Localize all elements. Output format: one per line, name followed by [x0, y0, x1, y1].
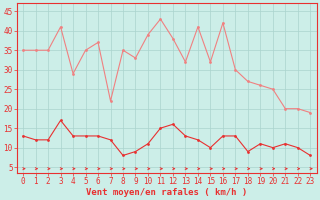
X-axis label: Vent moyen/en rafales ( km/h ): Vent moyen/en rafales ( km/h ) [86, 188, 247, 197]
